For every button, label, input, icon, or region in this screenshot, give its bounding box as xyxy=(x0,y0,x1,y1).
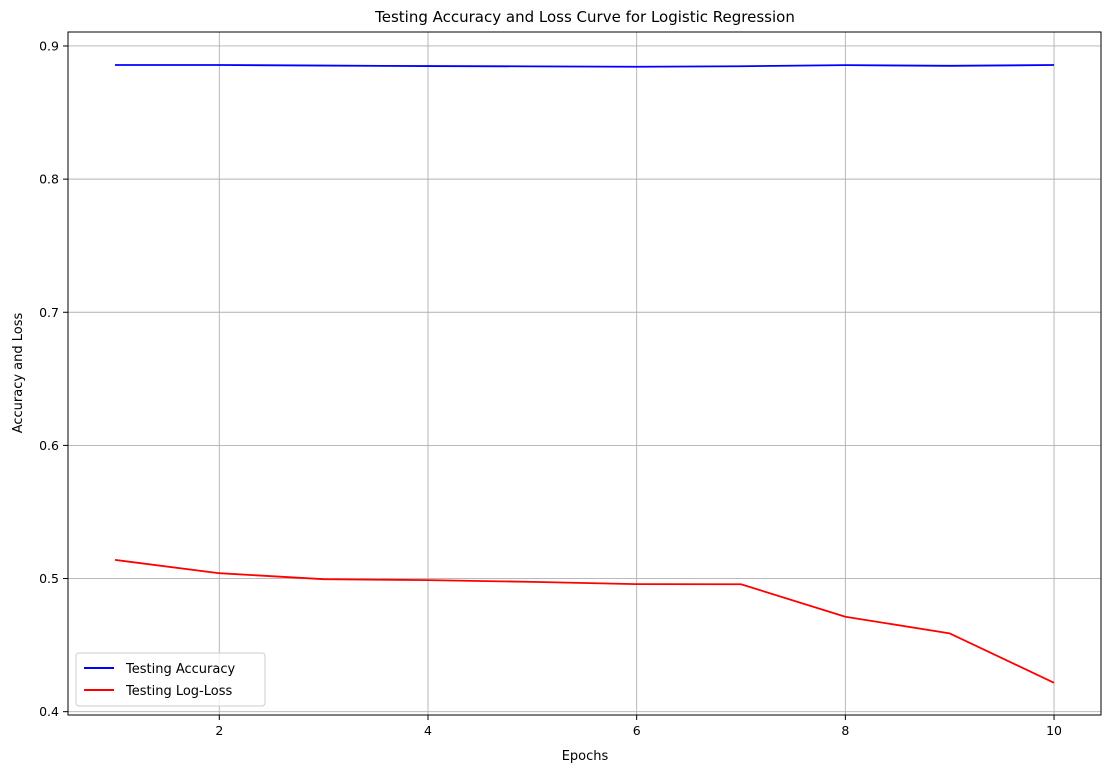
grid-lines xyxy=(68,32,1101,715)
x-tick-label-2: 2 xyxy=(215,723,223,738)
series-line-testing-log-loss xyxy=(114,558,1055,684)
x-tick-label-4: 4 xyxy=(424,723,432,738)
x-tick-label-10: 10 xyxy=(1046,723,1062,738)
y-tick-label-0-9: 0.9 xyxy=(39,38,59,53)
plot-frame xyxy=(67,31,1102,716)
y-tick-label-0-6: 0.6 xyxy=(39,438,59,453)
series-lines xyxy=(114,64,1055,684)
y-tick-label-0-5: 0.5 xyxy=(39,571,59,586)
legend-label-testing-log-loss: Testing Log-Loss xyxy=(125,684,232,699)
legend-box xyxy=(75,652,266,707)
axis-ticks: 2 4 6 8 10 0.4 0.5 0.6 0.7 0.8 0.9 xyxy=(39,38,1062,738)
series-line-testing-accuracy xyxy=(114,64,1055,68)
legend: Testing Accuracy Testing Log-Loss xyxy=(75,652,266,707)
x-tick-label-8: 8 xyxy=(841,723,849,738)
y-tick-label-0-8: 0.8 xyxy=(39,172,59,187)
x-tick-label-6: 6 xyxy=(633,723,641,738)
x-axis-label: Epochs xyxy=(562,749,609,764)
y-tick-label-0-7: 0.7 xyxy=(39,305,59,320)
y-axis-label: Accuracy and Loss xyxy=(11,312,26,433)
legend-label-testing-accuracy: Testing Accuracy xyxy=(125,662,235,677)
chart-title: Testing Accuracy and Loss Curve for Logi… xyxy=(374,8,795,26)
y-tick-label-0-4: 0.4 xyxy=(39,704,59,719)
